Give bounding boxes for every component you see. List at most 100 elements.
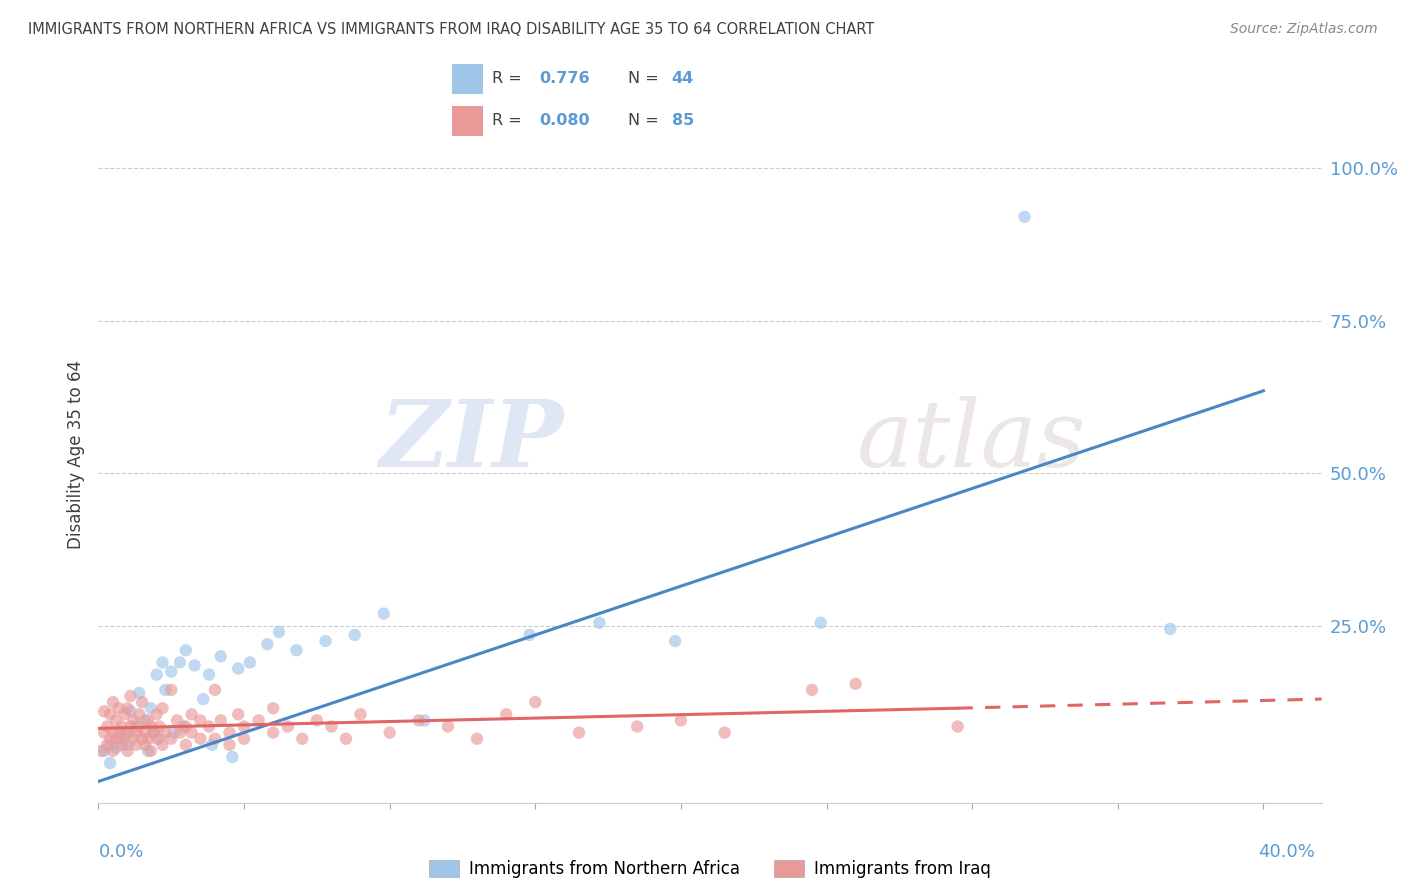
Point [128, 686, 150, 700]
Point [104, 731, 127, 746]
Point [277, 719, 299, 733]
Text: R =: R = [492, 113, 527, 128]
Legend: Immigrants from Northern Africa, Immigrants from Iraq: Immigrants from Northern Africa, Immigra… [423, 854, 997, 885]
Point [120, 704, 142, 718]
Point [256, 637, 278, 651]
Point [845, 677, 868, 691]
Point [117, 744, 139, 758]
Point [108, 701, 131, 715]
Point [166, 714, 188, 728]
Point [201, 738, 224, 752]
Point [160, 682, 183, 697]
Point [145, 731, 167, 746]
Text: Source: ZipAtlas.com: Source: ZipAtlas.com [1230, 22, 1378, 37]
Point [465, 731, 488, 746]
Point [413, 714, 436, 728]
Point [104, 740, 127, 755]
Point [111, 719, 134, 733]
Point [149, 731, 172, 746]
Point [101, 695, 124, 709]
Point [152, 656, 174, 670]
Point [152, 701, 174, 715]
Point [120, 719, 142, 733]
Point [155, 725, 177, 739]
Point [117, 738, 139, 752]
Point [321, 719, 343, 733]
Text: 0.776: 0.776 [538, 71, 589, 87]
Text: 85: 85 [672, 113, 695, 128]
Point [108, 731, 131, 746]
Point [134, 714, 156, 728]
Point [172, 719, 194, 733]
Point [495, 707, 517, 722]
Point [101, 744, 124, 758]
Point [93, 725, 115, 739]
Point [111, 738, 134, 752]
Point [198, 719, 221, 733]
Point [108, 725, 131, 739]
Text: N =: N = [628, 113, 665, 128]
Point [285, 643, 308, 657]
Point [145, 707, 167, 722]
Point [125, 719, 148, 733]
Point [142, 725, 165, 739]
Point [218, 738, 240, 752]
Text: 40.0%: 40.0% [1258, 843, 1315, 861]
Point [117, 725, 139, 739]
Point [98, 731, 121, 746]
Point [136, 744, 159, 758]
Point [122, 731, 145, 746]
Point [96, 719, 118, 733]
Text: 44: 44 [672, 71, 695, 87]
Point [128, 707, 150, 722]
Point [139, 744, 162, 758]
Point [408, 714, 430, 728]
Point [1014, 210, 1036, 224]
Point [163, 725, 186, 739]
Point [183, 658, 205, 673]
Point [169, 656, 191, 670]
Y-axis label: Disability Age 35 to 64: Disability Age 35 to 64 [67, 360, 86, 549]
Point [524, 695, 547, 709]
Point [117, 701, 139, 715]
Point [198, 667, 221, 681]
Point [174, 719, 197, 733]
Bar [453, 106, 484, 136]
Point [233, 731, 256, 746]
Point [519, 628, 541, 642]
Point [96, 738, 118, 752]
Point [180, 707, 202, 722]
Point [233, 719, 256, 733]
Point [131, 731, 153, 746]
Point [120, 689, 142, 703]
Point [149, 719, 172, 733]
Point [218, 725, 240, 739]
Point [101, 725, 124, 739]
Point [104, 714, 127, 728]
Point [160, 665, 183, 679]
Point [226, 707, 249, 722]
Text: 0.0%: 0.0% [98, 843, 143, 861]
Point [136, 731, 159, 746]
Point [262, 725, 284, 739]
Point [139, 701, 162, 715]
Point [209, 714, 232, 728]
Text: R =: R = [492, 71, 527, 87]
Point [1159, 622, 1181, 636]
Point [305, 714, 328, 728]
Point [174, 643, 197, 657]
Point [145, 667, 167, 681]
Point [810, 615, 832, 630]
Point [801, 682, 824, 697]
Point [669, 714, 692, 728]
Point [713, 725, 735, 739]
Point [373, 607, 395, 621]
Point [291, 731, 314, 746]
Point [588, 615, 610, 630]
Point [139, 719, 162, 733]
Point [247, 714, 270, 728]
Point [114, 707, 136, 722]
Point [262, 701, 284, 715]
Point [343, 628, 366, 642]
Point [188, 714, 212, 728]
